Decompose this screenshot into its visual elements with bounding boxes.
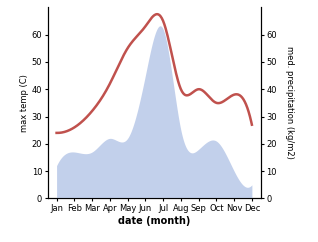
- Y-axis label: max temp (C): max temp (C): [20, 74, 29, 132]
- Y-axis label: med. precipitation (kg/m2): med. precipitation (kg/m2): [285, 46, 294, 159]
- X-axis label: date (month): date (month): [118, 216, 190, 226]
